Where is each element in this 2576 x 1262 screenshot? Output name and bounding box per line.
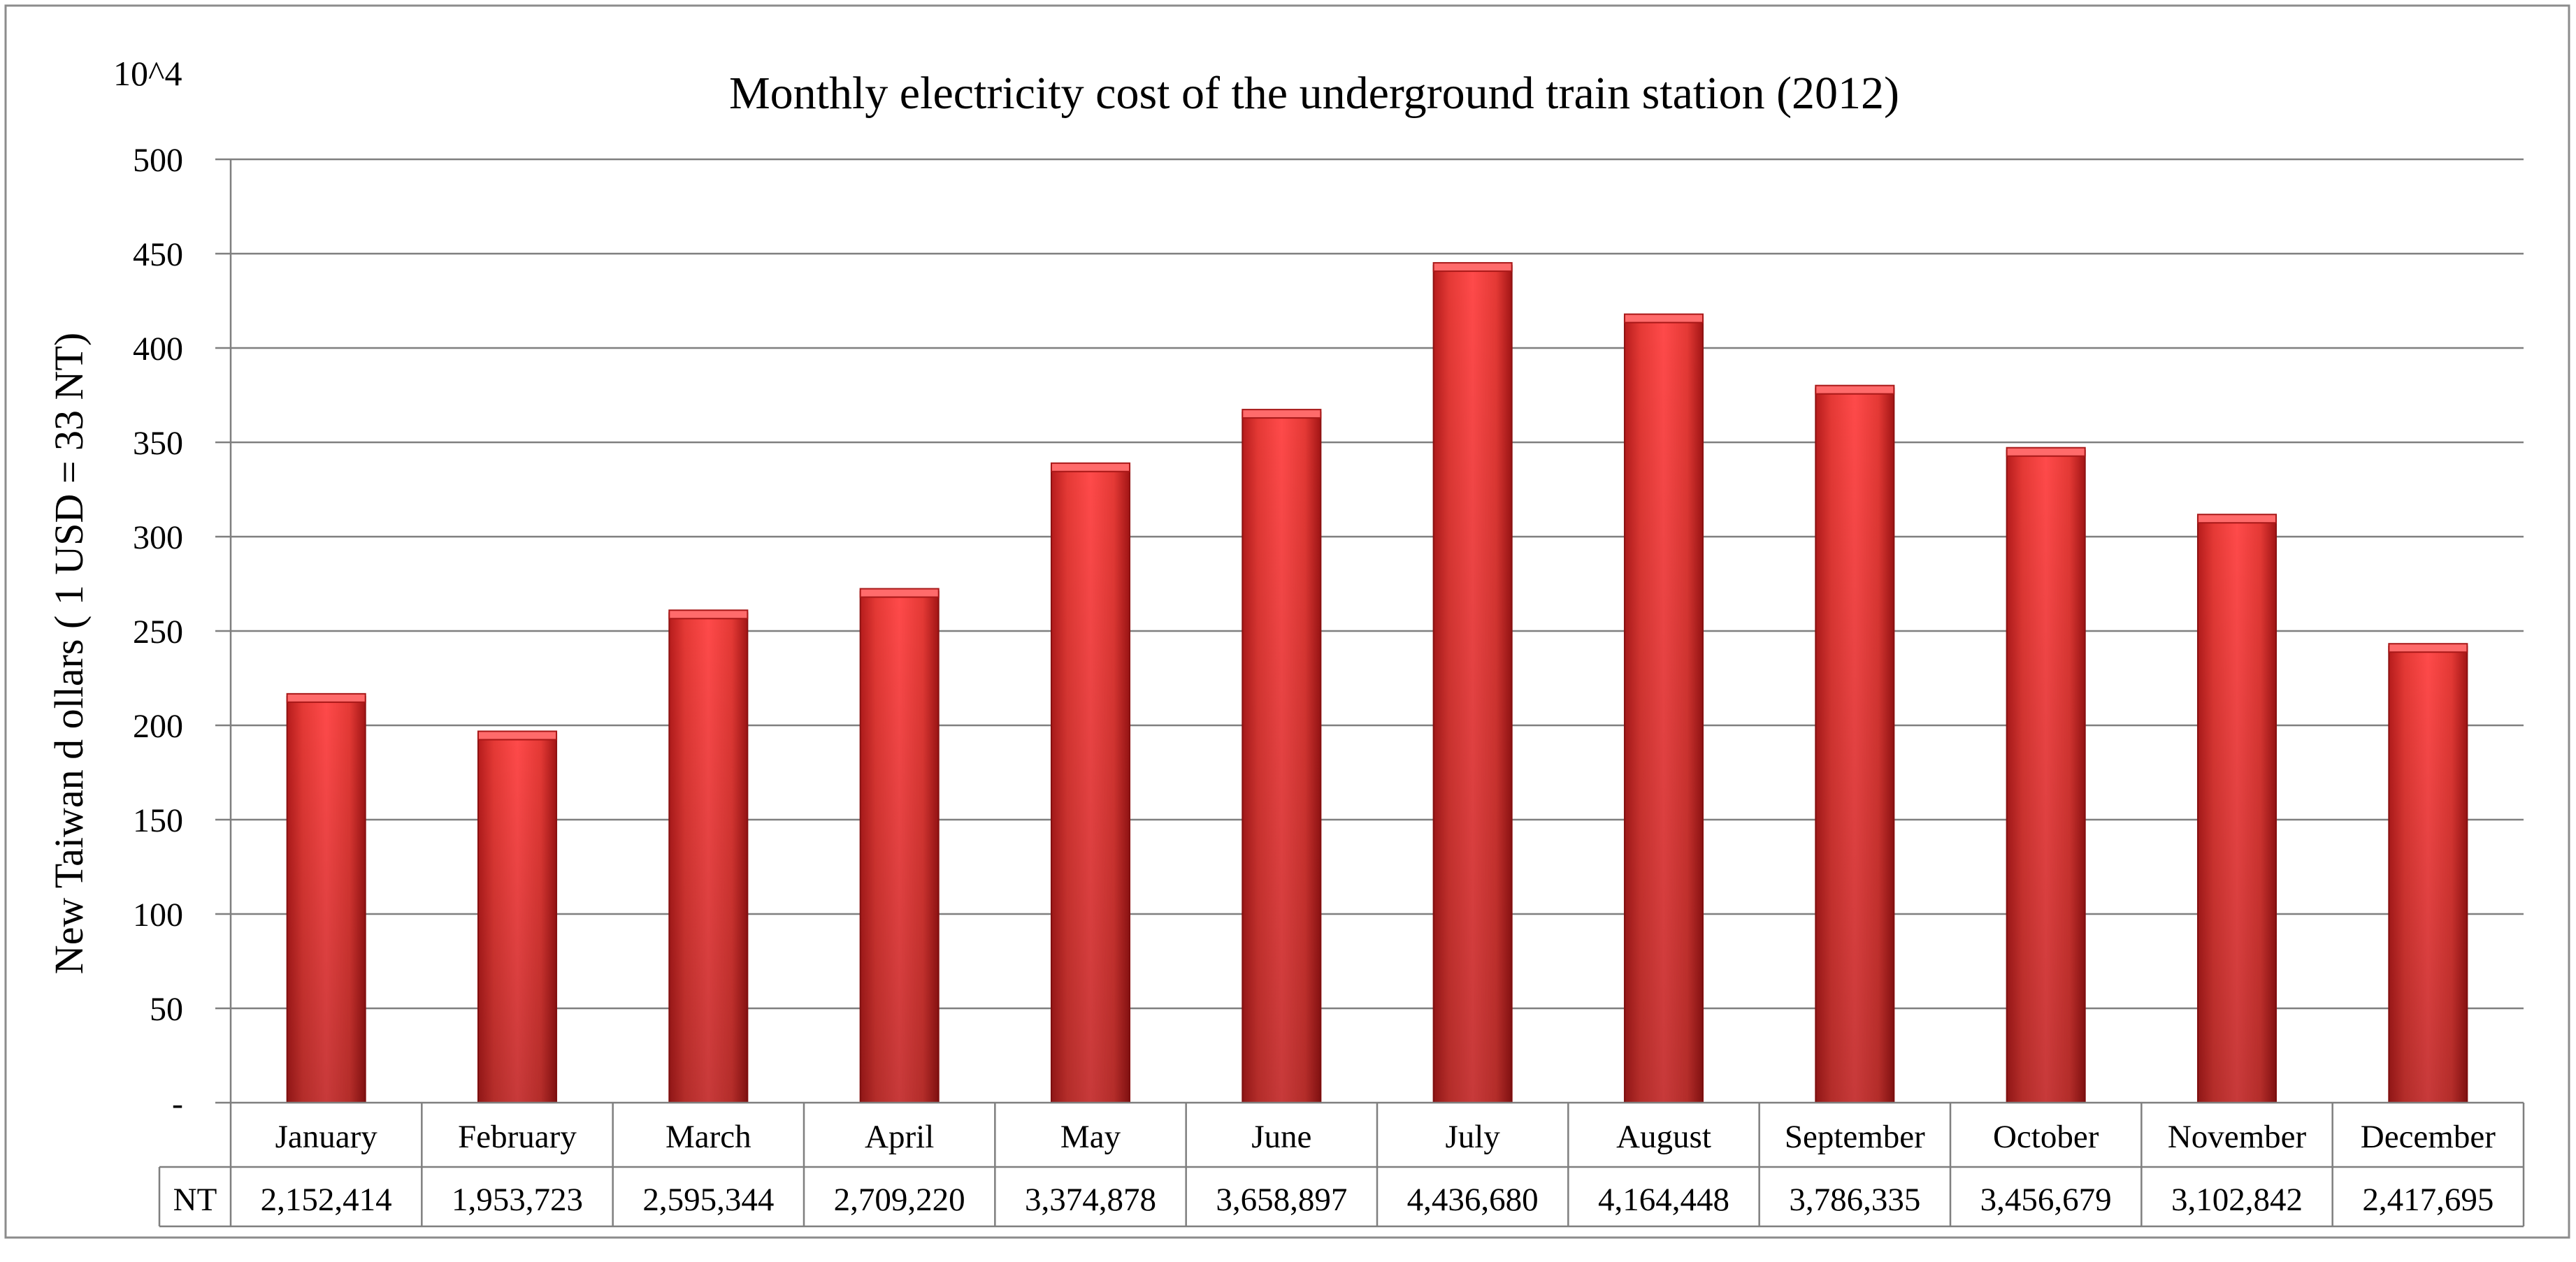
bar-shading	[2006, 450, 2085, 1103]
bar-shading	[1051, 465, 1130, 1103]
bar-shading	[477, 734, 557, 1103]
category-label: June	[1251, 1119, 1311, 1155]
data-value-label: 2,152,414	[261, 1182, 392, 1218]
bar-top-cap	[668, 609, 749, 620]
bar-top-cap	[2388, 643, 2468, 653]
category-label: August	[1616, 1119, 1711, 1155]
bar-top-cap	[1623, 313, 1704, 324]
category-label: February	[458, 1119, 577, 1155]
bar-top-cap	[1432, 262, 1513, 273]
category-label: March	[665, 1119, 751, 1155]
y-tick-label: 200	[133, 708, 183, 745]
y-tick-label: 250	[133, 614, 183, 651]
bar-shading	[2389, 646, 2468, 1103]
y-tick-label: 100	[133, 897, 183, 934]
data-value-label: 3,786,335	[1789, 1182, 1920, 1218]
data-value-label: 3,456,679	[1980, 1182, 2112, 1218]
data-value-label: 2,709,220	[834, 1182, 965, 1218]
unit-label: 10^4	[113, 54, 182, 93]
bar-shading	[860, 591, 939, 1103]
data-value-label: 3,374,878	[1025, 1182, 1156, 1218]
bar-top-cap	[1815, 384, 1895, 395]
data-value-label: 2,595,344	[642, 1182, 774, 1218]
bar-shading	[1433, 266, 1512, 1103]
data-value-label: 2,417,695	[2362, 1182, 2494, 1218]
y-tick-label: 450	[133, 236, 183, 273]
category-label: December	[2361, 1119, 2496, 1155]
y-axis-label: New Taiwan d ollars ( 1 USD = 33 NT)	[46, 333, 92, 974]
bar-top-cap	[1050, 462, 1131, 472]
category-label: April	[865, 1119, 934, 1155]
category-label: July	[1445, 1119, 1500, 1155]
y-tick-label: 350	[133, 425, 183, 462]
bar-shading	[1242, 412, 1321, 1103]
chart-title: Monthly electricity cost of the undergro…	[729, 68, 1899, 119]
category-label: November	[2168, 1119, 2307, 1155]
y-tick-label: 300	[133, 519, 183, 556]
category-label: October	[1993, 1119, 2099, 1155]
data-value-label: 4,164,448	[1598, 1182, 1729, 1218]
series-label: NT	[173, 1182, 217, 1218]
data-value-label: 3,658,897	[1216, 1182, 1347, 1218]
data-value-label: 3,102,842	[2171, 1182, 2303, 1218]
category-label: May	[1060, 1119, 1121, 1155]
y-tick-label: 50	[150, 991, 183, 1028]
bar-shading	[669, 613, 748, 1103]
bar-top-cap	[286, 692, 366, 703]
y-tick-label: 400	[133, 331, 183, 368]
bar-top-cap	[2196, 514, 2278, 524]
bar-shading	[1624, 317, 1704, 1103]
bar-shading	[1815, 388, 1894, 1103]
bar-shading	[2197, 517, 2277, 1103]
y-tick-label: -	[172, 1085, 183, 1122]
bar-shading	[287, 696, 366, 1103]
bar-top-cap	[1242, 409, 1322, 419]
bar-top-cap	[477, 730, 558, 741]
data-value-label: 4,436,680	[1407, 1182, 1539, 1218]
bar-top-cap	[2006, 447, 2086, 457]
category-label: January	[275, 1119, 378, 1155]
data-value-label: 1,953,723	[452, 1182, 583, 1218]
category-label: September	[1785, 1119, 1925, 1155]
bar-top-cap	[859, 588, 940, 598]
y-tick-label: 500	[133, 142, 183, 179]
y-tick-label: 150	[133, 802, 183, 839]
